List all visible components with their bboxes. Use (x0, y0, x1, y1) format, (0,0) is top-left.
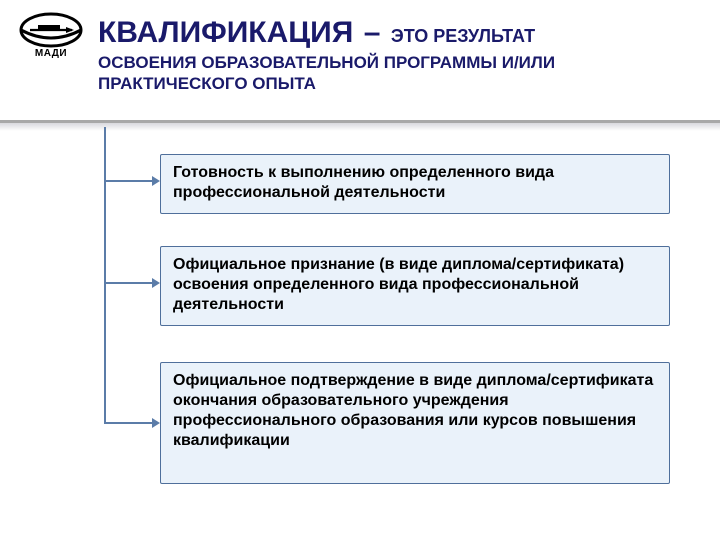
box-readiness-text: Готовность к выполнению определенного ви… (173, 164, 554, 201)
tree-trunk (104, 127, 106, 423)
box-readiness: Готовность к выполнению определенного ви… (160, 154, 670, 214)
arrow-head-2 (152, 278, 160, 288)
slide: МАДИ КВАЛИФИКАЦИЯ – ЭТО РЕЗУЛЬТАТ ОСВОЕН… (0, 0, 720, 540)
title-suffix: ЭТО РЕЗУЛЬТАТ (391, 26, 535, 46)
logo-icon (16, 8, 86, 52)
box-recognition: Официальное признание (в виде диплома/се… (160, 246, 670, 326)
arrow-head-1 (152, 176, 160, 186)
divider-shadow (0, 123, 720, 131)
box-recognition-text: Официальное признание (в виде диплома/се… (173, 256, 624, 313)
title-dash: – (364, 16, 381, 49)
arrow-head-3 (152, 418, 160, 428)
header: КВАЛИФИКАЦИЯ – ЭТО РЕЗУЛЬТАТ ОСВОЕНИЯ ОБ… (98, 16, 696, 95)
box-confirmation: Официальное подтверждение в виде диплома… (160, 362, 670, 484)
connector-1 (104, 180, 154, 182)
title-line: КВАЛИФИКАЦИЯ – ЭТО РЕЗУЛЬТАТ (98, 16, 696, 50)
subtitle: ОСВОЕНИЯ ОБРАЗОВАТЕЛЬНОЙ ПРОГРАММЫ И/ИЛИ… (98, 52, 696, 95)
title-main: КВАЛИФИКАЦИЯ (98, 16, 353, 49)
logo: МАДИ (8, 8, 94, 59)
connector-2 (104, 282, 154, 284)
connector-3 (104, 422, 154, 424)
box-confirmation-text: Официальное подтверждение в виде диплома… (173, 372, 653, 449)
